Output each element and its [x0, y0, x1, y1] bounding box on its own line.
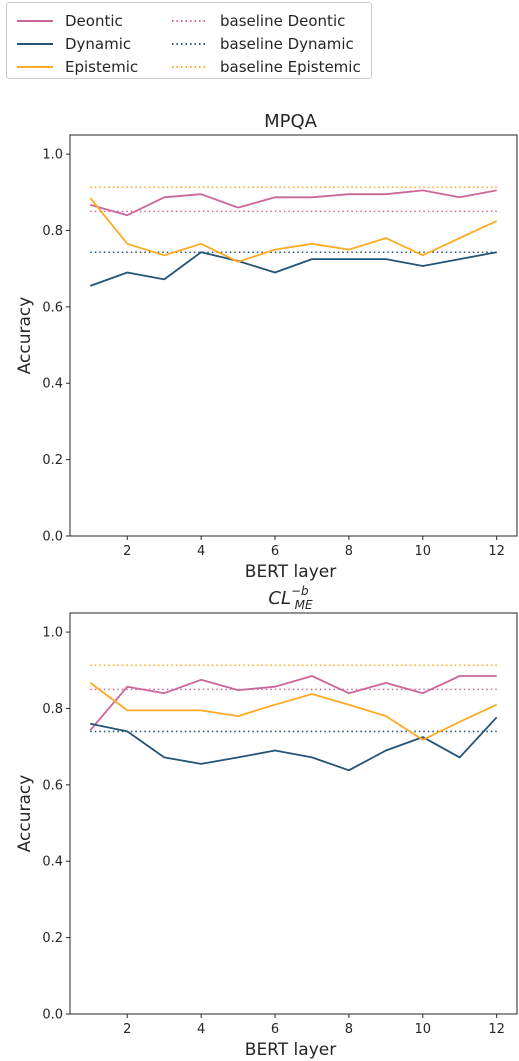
x-tick-label: 4 [197, 544, 205, 559]
x-tick-label: 10 [415, 1022, 432, 1037]
y-axis-label: Accuracy [15, 297, 35, 375]
y-tick-label: 0.2 [42, 931, 63, 946]
series-dynamic-line [90, 716, 498, 772]
x-tick-label: 2 [123, 544, 131, 559]
legend-label-dynamic: Dynamic [65, 35, 132, 53]
plot-frame [69, 134, 518, 537]
legend-swatch-dynamic [17, 43, 53, 45]
legend-label-baseline-deontic: baseline Deontic [220, 12, 346, 30]
legend-label-epistemic: Epistemic [65, 58, 139, 76]
y-tick-label: 0.0 [42, 530, 63, 545]
series-epistemic-line [89, 197, 498, 263]
y-tick-label: 1.0 [42, 148, 63, 163]
x-tick-label: 8 [345, 544, 353, 559]
x-tick-label: 6 [271, 544, 279, 559]
legend-label-deontic: Deontic [65, 12, 123, 30]
legend: Deontic Dynamic Epistemic baseline Deont… [6, 2, 372, 79]
chart-title: MPQA [264, 111, 318, 132]
x-tick-label: 12 [488, 1022, 505, 1037]
series-epistemic-line [89, 682, 498, 741]
y-tick-label: 0.6 [42, 778, 63, 793]
legend-swatch-baseline-epistemic [172, 66, 208, 68]
chart-title-main: CL [268, 588, 291, 609]
legend-swatch-deontic [17, 20, 53, 22]
y-tick-label: 0.0 [42, 1008, 63, 1023]
y-tick-label: 0.8 [42, 224, 63, 239]
y-tick-label: 1.0 [42, 626, 63, 641]
series-deontic-line [90, 189, 497, 217]
chart-title-subscript: ME [295, 598, 313, 612]
x-tick-label: 4 [197, 1022, 205, 1037]
plot-frame [69, 612, 518, 1015]
x-tick-label: 12 [488, 544, 505, 559]
x-tick-label: 2 [123, 1022, 131, 1037]
legend-swatch-baseline-dynamic [172, 43, 208, 45]
x-tick-label: 10 [415, 544, 432, 559]
x-tick-label: 8 [345, 1022, 353, 1037]
x-axis-label: BERT layer [245, 1040, 336, 1060]
chart-panel-2: 0.0 0.2 0.4 0.6 0.8 1.0 2 4 6 8 10 12 BERT layer Accu… [15, 584, 518, 1060]
legend-swatch-baseline-deontic [172, 20, 208, 22]
y-tick-label: 0.4 [42, 855, 63, 870]
chart-title: CL−b ME [268, 584, 313, 612]
series-dynamic-line [89, 251, 497, 287]
y-tick-label: 0.2 [42, 453, 63, 468]
y-tick-label: 0.8 [42, 702, 63, 717]
legend-label-baseline-epistemic: baseline Epistemic [220, 58, 361, 76]
chart-title-superscript: −b [291, 584, 309, 598]
legend-label-baseline-dynamic: baseline Dynamic [220, 35, 354, 53]
legend-swatch-epistemic [17, 66, 53, 68]
x-axis-label: BERT layer [245, 562, 336, 582]
y-tick-label: 0.4 [42, 377, 63, 392]
chart-panel-1: 0.0 0.2 0.4 0.6 0.8 1.0 2 4 6 8 10 12 BERT layer Accu… [15, 111, 518, 582]
series-deontic-line [89, 675, 497, 731]
y-tick-label: 0.6 [42, 300, 63, 315]
y-axis-label: Accuracy [15, 775, 35, 853]
x-tick-label: 6 [271, 1022, 279, 1037]
